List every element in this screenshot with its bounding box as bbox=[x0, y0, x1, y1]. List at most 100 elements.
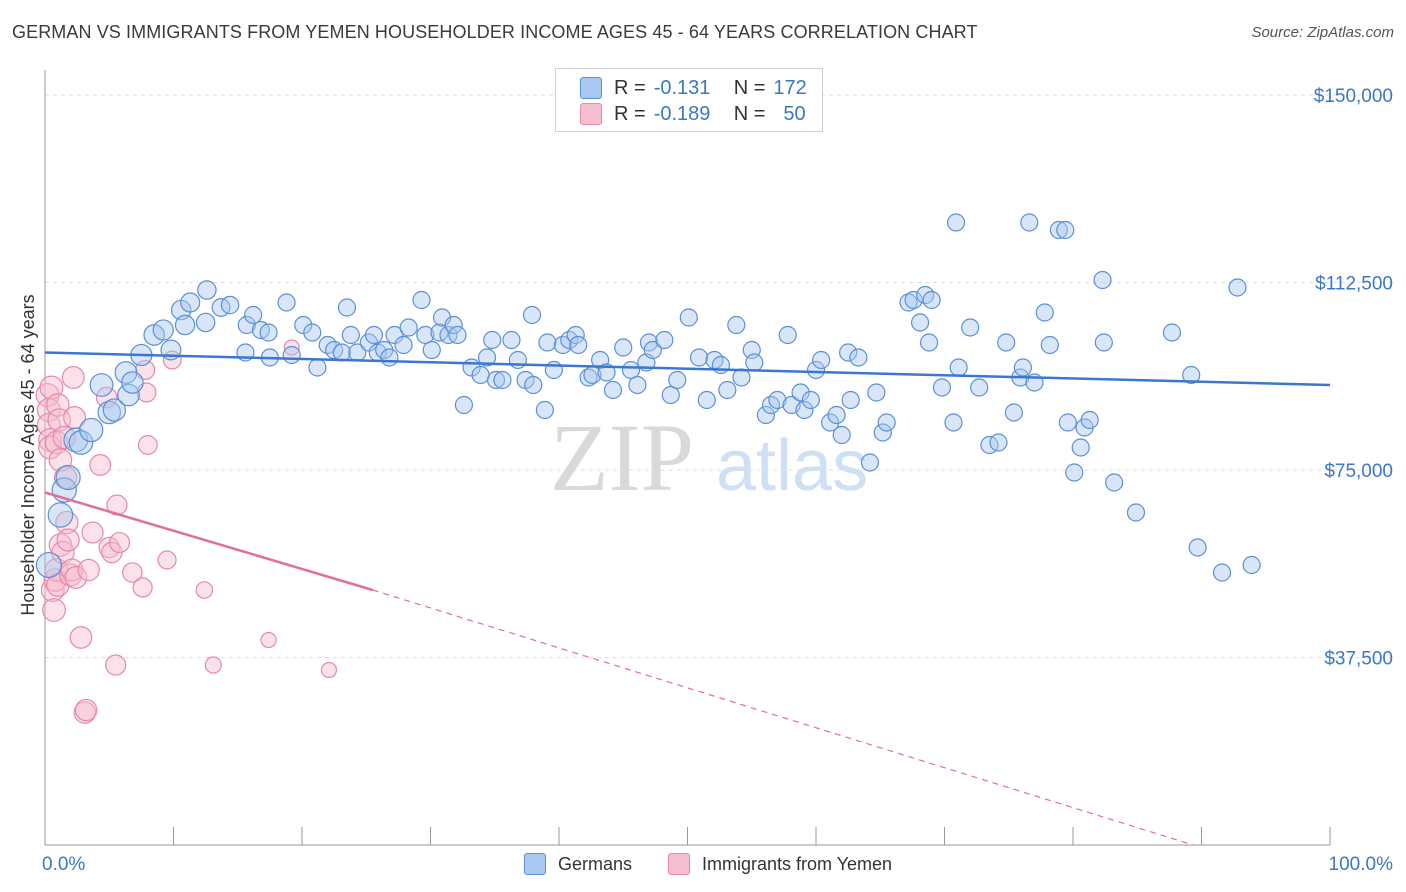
german-point bbox=[332, 343, 351, 362]
r-value: -0.189 bbox=[653, 102, 711, 125]
chart-title: GERMAN VS IMMIGRANTS FROM YEMEN HOUSEHOL… bbox=[12, 22, 978, 42]
yemen-point bbox=[42, 598, 66, 622]
r-value: -0.131 bbox=[653, 76, 711, 99]
n-value: 50 bbox=[783, 102, 806, 125]
german-point bbox=[259, 323, 278, 342]
german-point bbox=[778, 325, 797, 345]
yemen-point bbox=[283, 339, 300, 356]
german-point bbox=[867, 383, 886, 402]
german-point bbox=[795, 400, 814, 420]
german-point bbox=[508, 350, 527, 370]
source-credit: Source: ZipAtlas.com bbox=[1251, 24, 1394, 41]
german-point bbox=[1242, 555, 1261, 575]
german-point bbox=[1013, 358, 1032, 377]
german-point bbox=[454, 395, 474, 415]
yemen-trend-line bbox=[44, 491, 374, 592]
german-point bbox=[412, 290, 431, 310]
yemen-legend-swatch bbox=[668, 853, 690, 875]
german-point bbox=[55, 464, 81, 491]
german-point bbox=[603, 380, 623, 400]
trend-lines bbox=[44, 351, 1331, 846]
german-point bbox=[827, 405, 846, 425]
german-point bbox=[899, 293, 918, 312]
german-point bbox=[904, 290, 923, 310]
german-point bbox=[102, 398, 127, 422]
yemen-point bbox=[132, 577, 153, 598]
german-point bbox=[1071, 438, 1090, 457]
german-point bbox=[949, 358, 968, 377]
german-point bbox=[961, 318, 980, 337]
yemen-swatch bbox=[580, 103, 602, 125]
yemen-point bbox=[77, 558, 100, 582]
german-point bbox=[502, 330, 521, 350]
german-point bbox=[1004, 403, 1023, 422]
german-point bbox=[47, 502, 74, 528]
yemen-point bbox=[204, 656, 222, 674]
german-point bbox=[385, 325, 404, 345]
german-point bbox=[380, 348, 399, 367]
yemen-point bbox=[108, 531, 131, 554]
yemen-point bbox=[61, 365, 85, 390]
german-point bbox=[1126, 503, 1146, 522]
german-point bbox=[569, 335, 588, 355]
german-point bbox=[919, 333, 939, 352]
german-point bbox=[337, 298, 357, 317]
german-point bbox=[68, 430, 94, 455]
german-point bbox=[628, 375, 647, 395]
german-point bbox=[538, 333, 557, 352]
germans-legend-swatch bbox=[524, 853, 546, 875]
n-value: 172 bbox=[773, 76, 807, 99]
yemen-point bbox=[74, 698, 98, 722]
german-point bbox=[1094, 333, 1113, 352]
german-point bbox=[117, 383, 140, 407]
german-point bbox=[1058, 413, 1077, 432]
german-point bbox=[486, 370, 506, 390]
german-point bbox=[399, 318, 418, 337]
german-point bbox=[1212, 563, 1232, 582]
germans-legend-label: Germans bbox=[558, 853, 633, 874]
yemen-point bbox=[89, 454, 112, 476]
german-point bbox=[727, 315, 746, 335]
series-yemen-points bbox=[35, 339, 338, 724]
series-germans-points bbox=[35, 213, 1261, 582]
yemen-point bbox=[260, 631, 277, 649]
german-point bbox=[483, 330, 502, 350]
yemen-point bbox=[105, 654, 127, 676]
stats-legend: R = -0.131 N = 172 R = -0.189 N = 50 bbox=[555, 68, 823, 132]
german-point bbox=[394, 335, 413, 355]
german-point bbox=[821, 413, 840, 432]
germans-trend-line bbox=[44, 351, 1331, 387]
german-point bbox=[946, 213, 966, 232]
yemen-point bbox=[195, 581, 214, 599]
n-label: N = bbox=[733, 102, 766, 125]
german-point bbox=[35, 551, 62, 579]
yemen-point bbox=[122, 562, 143, 583]
german-point bbox=[689, 348, 709, 367]
y-tick-labels: $37,500 $75,000 $112,500 $150,000 bbox=[1314, 86, 1393, 670]
german-point bbox=[1040, 335, 1059, 355]
german-point bbox=[237, 315, 256, 335]
german-point bbox=[1228, 278, 1247, 297]
yemen-point bbox=[39, 375, 64, 400]
german-point bbox=[121, 371, 144, 394]
german-point bbox=[244, 305, 263, 325]
german-point bbox=[718, 380, 737, 400]
german-point bbox=[341, 325, 360, 345]
german-point bbox=[1093, 270, 1112, 290]
german-point bbox=[79, 417, 104, 443]
x-tick-label: 0.0% bbox=[42, 854, 85, 875]
yemen-point bbox=[137, 435, 158, 455]
bottom-legend-germans: Germans bbox=[524, 852, 632, 876]
german-point bbox=[1162, 323, 1182, 342]
german-point bbox=[841, 390, 860, 410]
german-point bbox=[643, 340, 662, 360]
german-point bbox=[732, 368, 751, 387]
n-label: N = bbox=[733, 76, 766, 99]
yemen-trend-extension bbox=[372, 589, 1194, 846]
german-point bbox=[277, 293, 296, 312]
german-point bbox=[679, 308, 698, 327]
y-tick-label: $112,500 bbox=[1315, 274, 1393, 295]
german-point bbox=[832, 425, 851, 445]
german-point bbox=[655, 330, 674, 350]
german-point bbox=[282, 345, 301, 365]
